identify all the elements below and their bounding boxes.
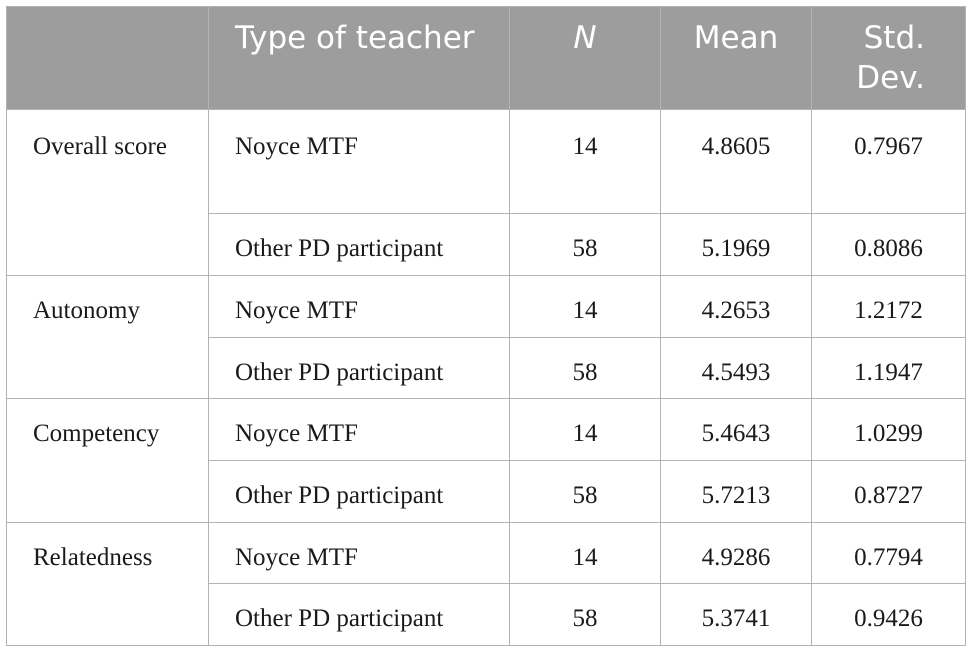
- n-cell: 14: [509, 398, 661, 461]
- results-table: Type of teacher N Mean Std. Dev. Overall…: [6, 6, 966, 647]
- metric-cell-autonomy: Autonomy: [6, 274, 209, 400]
- n-cell: 58: [509, 336, 661, 400]
- metric-cell-overall-score: Overall score: [6, 109, 209, 276]
- type-cell: Other PD participant: [208, 459, 510, 523]
- sd-cell: 0.9426: [811, 583, 966, 646]
- mean-cell: 5.3741: [660, 583, 812, 646]
- header-metric: [6, 6, 209, 110]
- table-row: Autonomy Noyce MTF 14 4.2653 1.2172: [6, 274, 966, 400]
- sd-cell: 1.0299: [811, 398, 966, 461]
- table-row: Other PD participant 58 4.5493 1.1947: [7, 336, 966, 400]
- n-cell: 14: [509, 108, 661, 215]
- table-row: Other PD participant 58 5.3741 0.9426: [7, 583, 966, 646]
- header-row: Type of teacher N Mean Std. Dev.: [6, 6, 966, 110]
- sd-cell: 0.8086: [811, 213, 966, 276]
- sd-cell: 0.8727: [811, 459, 966, 523]
- mean-cell: 5.1969: [660, 213, 812, 276]
- type-cell: Noyce MTF: [208, 274, 510, 338]
- sd-cell: 1.1947: [811, 336, 966, 400]
- table-row: Relatedness Noyce MTF 14 4.9286 0.7794: [6, 521, 966, 647]
- type-cell: Noyce MTF: [208, 521, 510, 585]
- mean-cell: 4.8605: [660, 108, 812, 215]
- type-cell: Other PD participant: [208, 336, 510, 400]
- mean-cell: 4.9286: [660, 521, 812, 585]
- n-cell: 58: [509, 583, 661, 646]
- header-mean: Mean: [660, 6, 812, 110]
- metric-cell-competency: Competency: [6, 398, 209, 523]
- mean-cell: 4.2653: [660, 274, 812, 338]
- header-std-dev: Std. Dev.: [811, 6, 966, 110]
- n-cell: 58: [509, 213, 661, 276]
- type-cell: Noyce MTF: [208, 108, 510, 215]
- table-row: Overall score Noyce MTF 14 4.8605 0.7967: [6, 108, 966, 276]
- sd-cell: 0.7794: [811, 521, 966, 585]
- n-cell: 14: [509, 274, 661, 338]
- type-cell: Other PD participant: [208, 583, 510, 646]
- mean-cell: 4.5493: [660, 336, 812, 400]
- n-cell: 14: [509, 521, 661, 585]
- n-cell: 58: [509, 459, 661, 523]
- sd-cell: 1.2172: [811, 274, 966, 338]
- header-n: N: [509, 6, 661, 110]
- type-cell: Other PD participant: [208, 213, 510, 276]
- mean-cell: 5.7213: [660, 459, 812, 523]
- table-row: Other PD participant 58 5.7213 0.8727: [7, 459, 966, 523]
- metric-cell-relatedness: Relatedness: [6, 521, 209, 647]
- mean-cell: 5.4643: [660, 398, 812, 461]
- table-row: Competency Noyce MTF 14 5.4643 1.0299: [6, 398, 966, 523]
- type-cell: Noyce MTF: [208, 398, 510, 461]
- sd-cell: 0.7967: [811, 108, 966, 215]
- header-type-of-teacher: Type of teacher: [208, 6, 510, 110]
